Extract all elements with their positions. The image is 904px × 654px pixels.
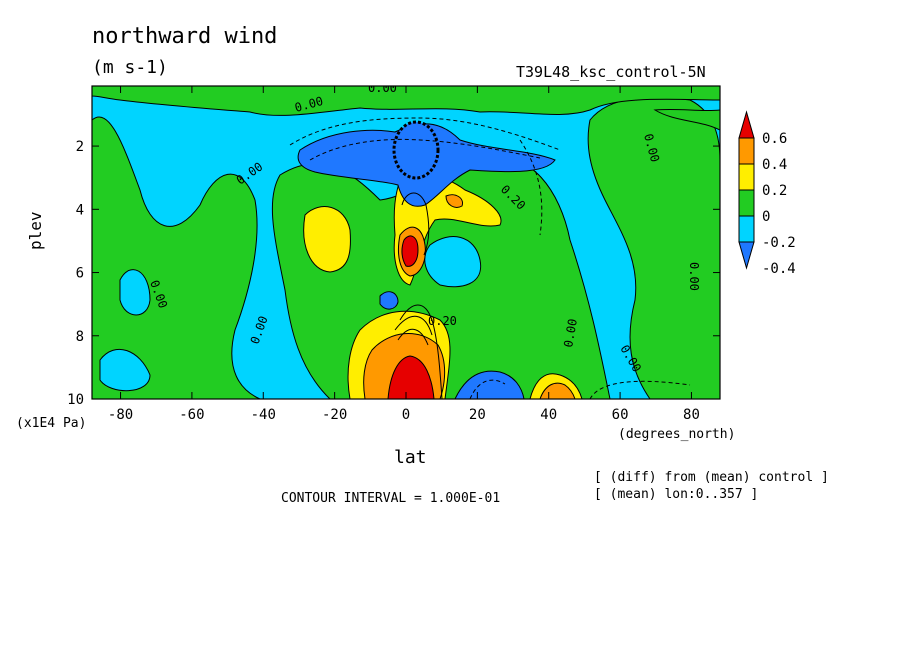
y-axis-unit: (x1E4 Pa) [16,416,87,431]
diff-note: [ (diff) from (mean) control ] [594,470,829,485]
y-tick-label: 4 [76,202,84,218]
colorbar-swatch [738,215,755,243]
green-top-band [92,86,720,116]
red-regions [387,235,435,399]
dashed-contour-3 [519,139,543,236]
cyan-island-2 [119,269,151,316]
dashed-contour-2 [309,138,541,161]
contour-label: 0.00 [368,81,397,95]
x-axis-label: lat [394,447,427,468]
colorbar-swatch [738,163,755,191]
x-tick-label: 40 [540,407,557,423]
yellow-west-patch [303,206,351,273]
blue-small-patch [379,291,399,310]
cyan-island-1 [424,236,482,288]
green-top-east [653,108,720,131]
y-ticks: 2 4 6 8 10 [67,139,720,408]
red-surface-patch [387,355,435,399]
y-tick-label: 2 [76,139,84,155]
dashed-contour-5 [469,379,506,399]
contour-line-4 [401,192,430,256]
x-tick-label: 60 [612,407,629,423]
x-axis-unit: (degrees_north) [618,427,736,442]
red-center-patch [401,235,419,267]
run-label: T39L48_ksc_control-5N [516,63,706,81]
contour-line-1 [399,304,443,399]
y-tick-label: 8 [76,329,84,345]
cyan-island-3 [99,348,151,392]
green-west-region [92,116,261,399]
colorbar-arrow-top [738,110,755,139]
orange-west-speck [445,194,464,208]
x-tick-label: -80 [108,407,133,423]
contour-label: 0.00 [687,262,701,291]
contour-label: 0.00 [561,318,580,349]
colorbar-label: -0.2 [762,235,796,251]
blue-lower-east [454,370,525,399]
colorbar-label: 0.6 [762,131,787,147]
colorbar-label: 0.2 [762,183,787,199]
contour-line-3 [397,328,429,346]
colorbar-swatch [738,189,755,217]
y-tick-label: 6 [76,266,84,282]
colorbar-label: 0.4 [762,157,787,173]
plot-area: 0.00 0.00 0.00 0.00 0.00 0.00 0.00 0.00 … [92,81,720,399]
contour-label: 0.20 [428,314,457,328]
x-tick-label: -40 [251,407,276,423]
chart-units: (m s-1) [92,57,168,78]
contour-interval-note: CONTOUR INTERVAL = 1.000E-01 [281,491,501,506]
chart-title: northward wind [92,24,278,49]
cyan-islands [99,236,482,392]
colorbar-arrow-bottom [738,241,755,270]
colorbar-label: 0 [762,209,770,225]
negative-core [392,120,440,180]
colorbar: 0.6 0.4 0.2 0 -0.2 -0.4 [738,110,796,277]
negative-contours [289,117,691,399]
x-ticks: -80 -60 -40 -20 0 20 40 60 80 [108,86,700,423]
x-tick-label: 20 [469,407,486,423]
x-tick-label: -20 [322,407,347,423]
colorbar-label: -0.4 [762,261,796,277]
contour-line-2 [394,315,433,336]
y-tick-label: 10 [67,392,84,408]
x-tick-label: -60 [179,407,204,423]
dashed-contour-1 [289,117,561,151]
x-tick-label: 80 [683,407,700,423]
mean-note: [ (mean) lon:0..357 ] [594,487,759,502]
positive-contours [394,192,443,399]
colorbar-swatch [738,137,755,165]
x-tick-label: 0 [402,407,410,423]
